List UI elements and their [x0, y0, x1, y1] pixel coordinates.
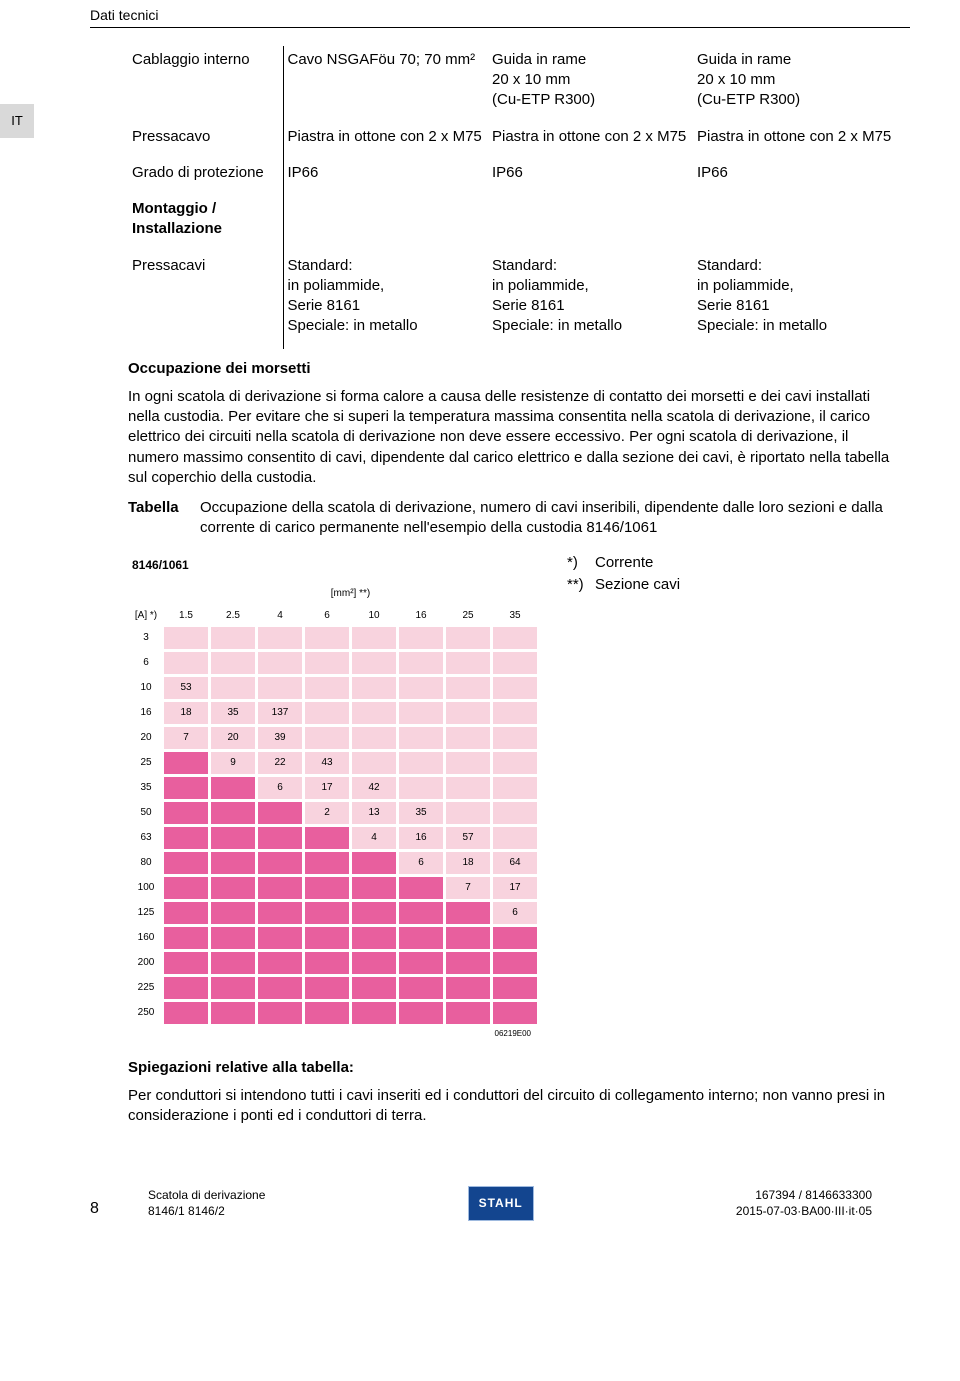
legend-symbol: *)	[567, 553, 595, 573]
specs-table: Cablaggio internoCavo NSGAFöu 70; 70 mm²…	[128, 46, 898, 349]
page-footer: 8 Scatola di derivazione 8146/1 8146/2 S…	[90, 1186, 872, 1220]
chart-image-code: 06219E00	[128, 1029, 531, 1040]
chart-legend: *)Corrente **)Sezione cavi	[567, 553, 680, 1040]
footer-product-code: 8146/1 8146/2	[148, 1203, 265, 1219]
footer-doc-number: 167394 / 8146633300	[736, 1187, 872, 1203]
language-tab: IT	[0, 104, 34, 138]
legend-text: Corrente	[595, 553, 653, 573]
explanation-paragraph: Per conduttori si intendono tutti i cavi…	[128, 1086, 898, 1127]
footer-product-name: Scatola di derivazione	[148, 1187, 265, 1203]
tabella-description: Occupazione della scatola di derivazione…	[200, 498, 898, 539]
chart-model: 8146/1061	[132, 557, 537, 573]
section-title: Dati tecnici	[90, 6, 910, 28]
footer-doc-date: 2015-07-03·BA00·III·it·05	[736, 1203, 872, 1219]
legend-text: Sezione cavi	[595, 575, 680, 595]
legend-symbol: **)	[567, 575, 595, 595]
tabella-label: Tabella	[128, 498, 200, 539]
page-number: 8	[90, 1198, 130, 1220]
occupation-chart: 8146/1061 [mm²] **)[A] *)1.52.5461016253…	[128, 553, 537, 1040]
stahl-logo: STAHL	[468, 1186, 534, 1220]
occupazione-paragraph: In ogni scatola di derivazione si forma …	[128, 387, 898, 488]
occupazione-heading: Occupazione dei morsetti	[128, 359, 898, 379]
explanation-heading: Spiegazioni relative alla tabella:	[128, 1058, 898, 1078]
